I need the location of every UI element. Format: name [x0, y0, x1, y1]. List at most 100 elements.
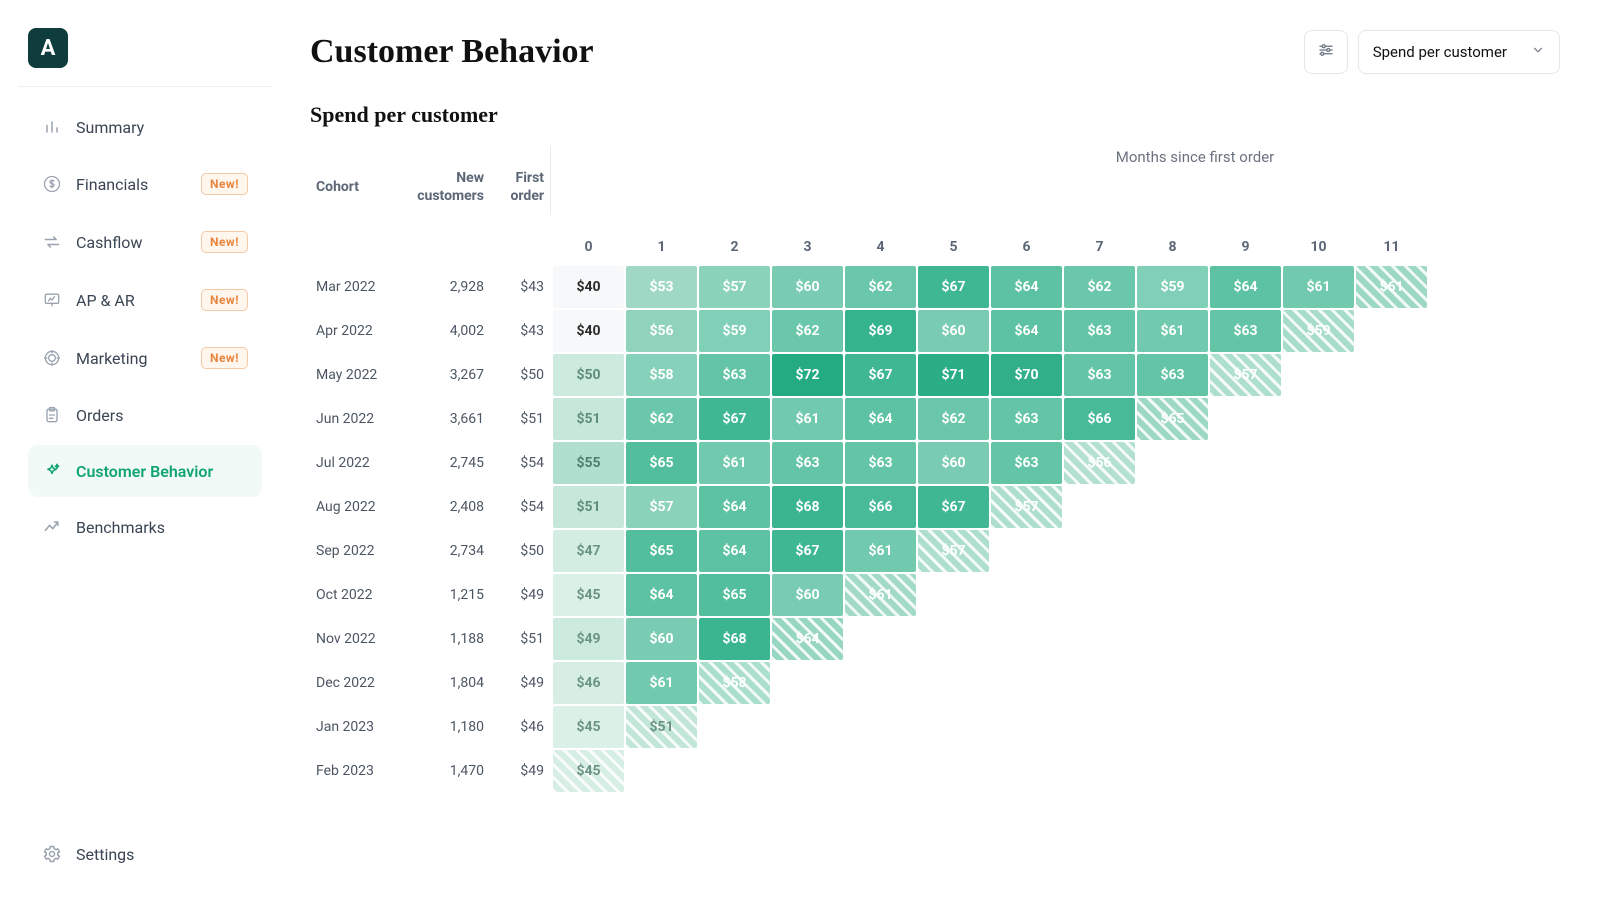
month-header-5: 5 [917, 215, 990, 265]
heatmap-cell: $57 [626, 486, 697, 528]
new-customers-value: 3,661 [400, 399, 490, 439]
filter-button[interactable] [1304, 30, 1348, 74]
month-header-3: 3 [771, 215, 844, 265]
heatmap-cell: $64 [626, 574, 697, 616]
heatmap-cell: $49 [553, 618, 624, 660]
heatmap-cell: $57 [991, 486, 1062, 528]
month-header-2: 2 [698, 215, 771, 265]
heatmap-cell: $62 [918, 398, 989, 440]
month-header-8: 8 [1136, 215, 1209, 265]
heatmap-cell: $67 [918, 486, 989, 528]
metric-dropdown-label: Spend per customer [1373, 43, 1507, 61]
heatmap-cell: $65 [626, 442, 697, 484]
target-icon [42, 348, 62, 368]
month-header-4: 4 [844, 215, 917, 265]
sidebar-item-customer-behavior[interactable]: Customer Behavior [28, 445, 262, 497]
first-order-value: $49 [490, 663, 550, 703]
heatmap-cell: $63 [1137, 354, 1208, 396]
metric-dropdown[interactable]: Spend per customer [1358, 30, 1560, 74]
page-header: Customer Behavior Spend per customer [310, 30, 1560, 74]
sidebar-item-marketing[interactable]: MarketingNew! [28, 331, 262, 385]
heatmap-cell: $45 [553, 574, 624, 616]
sidebar-item-settings[interactable]: Settings [28, 828, 262, 880]
sidebar-item-label: Summary [76, 118, 144, 137]
heatmap-cell: $53 [626, 266, 697, 308]
month-header-11: 11 [1355, 215, 1428, 265]
heatmap-cell: $72 [772, 354, 843, 396]
new-customers-value: 3,267 [400, 355, 490, 395]
first-order-value: $46 [490, 707, 550, 747]
sidebar-item-orders[interactable]: Orders [28, 389, 262, 441]
cohort-label: Jan 2023 [310, 707, 400, 747]
heatmap-cell: $71 [918, 354, 989, 396]
month-header-0: 0 [552, 215, 625, 265]
brand-letter: A [41, 36, 56, 61]
heatmap-cell: $58 [699, 662, 770, 704]
new-customers-value: 1,804 [400, 663, 490, 703]
new-customers-value: 2,408 [400, 487, 490, 527]
heatmap-cell: $67 [699, 398, 770, 440]
heatmap-cell: $63 [699, 354, 770, 396]
sidebar-item-label: Customer Behavior [76, 462, 213, 481]
month-header-7: 7 [1063, 215, 1136, 265]
heatmap-cell: $60 [626, 618, 697, 660]
first-order-value: $49 [490, 575, 550, 615]
heatmap-cell: $59 [699, 310, 770, 352]
dollar-icon [42, 174, 62, 194]
heatmap-cell: $56 [1064, 442, 1135, 484]
sidebar-item-benchmarks[interactable]: Benchmarks [28, 501, 262, 553]
heatmap-cell: $64 [845, 398, 916, 440]
brand-logo: A [28, 28, 68, 68]
cohort-label: Aug 2022 [310, 487, 400, 527]
heatmap-cell: $45 [553, 750, 624, 792]
new-customers-value: 2,745 [400, 443, 490, 483]
sidebar-item-label: Financials [76, 175, 148, 194]
heatmap-cell: $61 [626, 662, 697, 704]
section-title: Spend per customer [310, 102, 1560, 128]
heatmap-cell: $59 [1283, 310, 1354, 352]
new-customers-value: 2,734 [400, 531, 490, 571]
heatmap-cell: $65 [626, 530, 697, 572]
heatmap-cell: $59 [1137, 266, 1208, 308]
main-content: Customer Behavior Spend per customer [280, 0, 1600, 900]
heatmap-cell: $61 [772, 398, 843, 440]
cohort-table: CohortNewcustomersFirstorder012345678910… [310, 146, 1560, 793]
cohort-label: May 2022 [310, 355, 400, 395]
trend-icon [42, 517, 62, 537]
heatmap-cell: $69 [845, 310, 916, 352]
cohort-label: Mar 2022 [310, 267, 400, 307]
header-controls: Spend per customer [1304, 30, 1560, 74]
new-customers-value: 4,002 [400, 311, 490, 351]
first-order-value: $54 [490, 443, 550, 483]
sliders-icon [1317, 41, 1335, 63]
sidebar-item-summary[interactable]: Summary [28, 101, 262, 153]
col-header-cohort: Cohort [310, 155, 400, 207]
new-customers-value: 1,215 [400, 575, 490, 615]
first-order-value: $49 [490, 751, 550, 791]
heatmap-cell: $62 [626, 398, 697, 440]
cohort-label: Sep 2022 [310, 531, 400, 571]
sidebar-item-label: Orders [76, 406, 123, 425]
swap-icon [42, 232, 62, 252]
heatmap-cell: $65 [699, 574, 770, 616]
sidebar-item-cashflow[interactable]: CashflowNew! [28, 215, 262, 269]
heatmap-cell: $61 [845, 574, 916, 616]
first-order-value: $43 [490, 267, 550, 307]
heatmap-cell: $68 [772, 486, 843, 528]
first-order-value: $50 [490, 355, 550, 395]
heatmap-cell: $46 [553, 662, 624, 704]
new-customers-value: 2,928 [400, 267, 490, 307]
heatmap-cell: $63 [991, 398, 1062, 440]
heatmap-cell: $65 [1137, 398, 1208, 440]
new-customers-value: 1,470 [400, 751, 490, 791]
heatmap-cell: $51 [626, 706, 697, 748]
sidebar-item-financials[interactable]: FinancialsNew! [28, 157, 262, 211]
heatmap-cell: $64 [699, 486, 770, 528]
sidebar-item-ap-ar[interactable]: AP & ARNew! [28, 273, 262, 327]
sidebar-item-label: AP & AR [76, 291, 135, 310]
heatmap-cell: $64 [772, 618, 843, 660]
cohort-label: Dec 2022 [310, 663, 400, 703]
gear-icon [42, 844, 62, 864]
new-badge: New! [201, 231, 248, 253]
heatmap-cell: $50 [553, 354, 624, 396]
